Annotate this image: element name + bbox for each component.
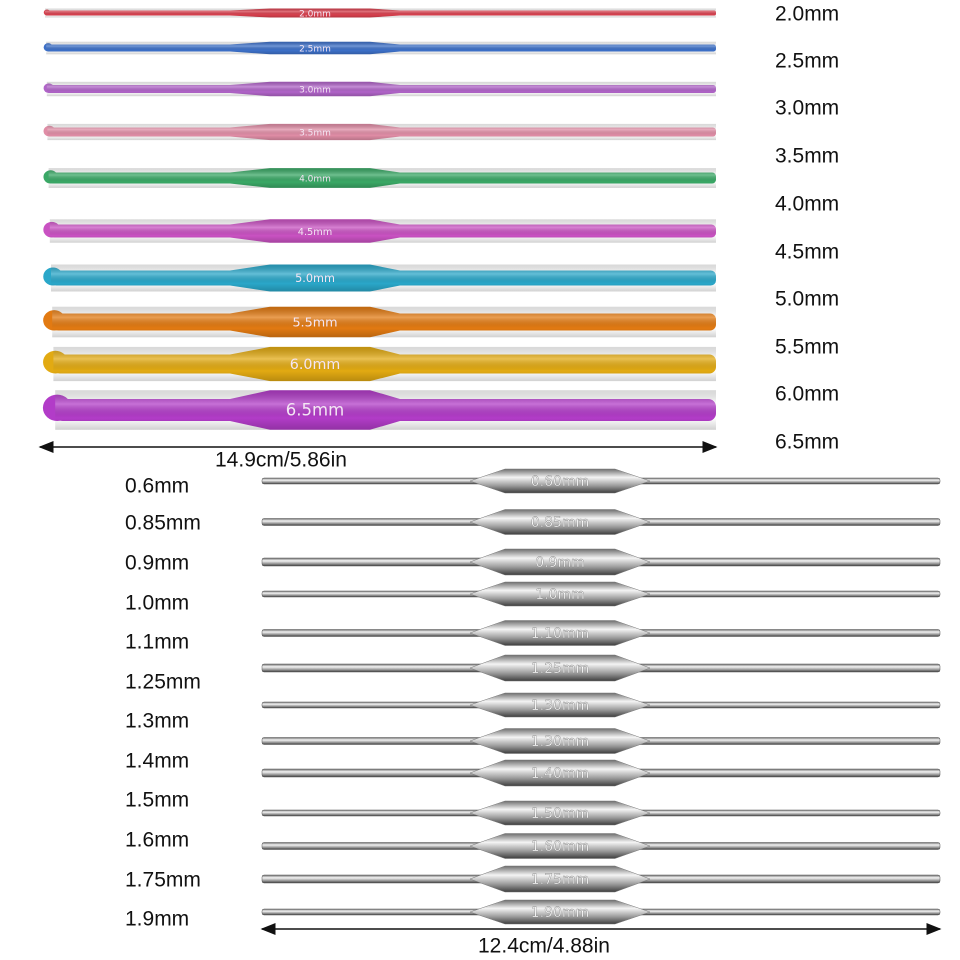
steel-hook: 0.60mm	[261, 468, 941, 494]
size-label: 5.5mm	[775, 336, 839, 359]
hook-shine	[52, 306, 716, 338]
steel-hook: 1.30mm	[261, 692, 941, 718]
aluminum-hook: 5.5mm	[43, 306, 716, 338]
hook-grip	[469, 468, 651, 494]
aluminum-hook: 6.5mm	[42, 390, 716, 430]
hook-shine	[55, 390, 716, 430]
hook-engraving: 1.90mm	[531, 905, 589, 921]
aluminum-hook: 3.0mm	[43, 81, 717, 97]
hook-grip	[469, 728, 651, 754]
hook-engraving: 1.30mm	[531, 734, 589, 750]
hook-engraving: 1.30mm	[531, 698, 589, 714]
hook-engraving: 1.60mm	[531, 839, 589, 855]
hook-engraving: 1.25mm	[531, 661, 589, 677]
hook-engraving: 1.10mm	[531, 626, 589, 642]
hook-engraving: 5.5mm	[292, 316, 337, 331]
hook-engraving: 0.85mm	[531, 515, 589, 531]
hook-engraving: 4.5mm	[298, 227, 333, 238]
hook-engraving: 0.60mm	[531, 474, 589, 490]
size-label: 1.75mm	[125, 869, 201, 892]
hook-grip	[469, 692, 651, 718]
hook-engraving: 1.40mm	[531, 766, 589, 782]
size-label: 1.0mm	[125, 592, 189, 615]
steel-hook: 1.30mm	[261, 728, 941, 754]
hook-grip	[469, 865, 651, 893]
hook-shine	[47, 123, 716, 141]
dimension-label: 12.4cm/4.88in	[478, 935, 610, 958]
steel-hook: 1.75mm	[261, 865, 941, 893]
hook-engraving: 6.0mm	[290, 357, 340, 373]
hook-shine	[49, 219, 717, 243]
hook-shine	[45, 8, 716, 18]
hook-grip	[469, 620, 651, 646]
hook-grip	[469, 548, 651, 576]
size-label: 1.4mm	[125, 750, 189, 773]
hook-engraving: 5.0mm	[295, 272, 335, 285]
size-label: 4.5mm	[775, 241, 839, 264]
hook-shine	[46, 81, 717, 97]
steel-hook: 1.40mm	[261, 759, 941, 787]
hook-engraving: 3.5mm	[299, 129, 331, 139]
steel-hook: 1.90mm	[261, 899, 941, 925]
hook-engraving: 0.9mm	[535, 555, 585, 571]
steel-hook: 1.0mm	[261, 581, 941, 607]
hook-engraving: 1.75mm	[531, 872, 589, 888]
size-label: 6.5mm	[775, 431, 839, 454]
aluminum-hook: 4.0mm	[43, 168, 717, 188]
size-label: 1.1mm	[125, 631, 189, 654]
size-label: 0.6mm	[125, 475, 189, 498]
size-label: 1.3mm	[125, 710, 189, 733]
aluminum-hook: 2.0mm	[43, 8, 716, 20]
hook-shine	[48, 168, 717, 188]
steel-hook: 0.9mm	[261, 548, 941, 576]
size-label: 1.9mm	[125, 908, 189, 931]
size-label: 0.9mm	[125, 552, 189, 575]
hook-grip	[469, 899, 651, 925]
size-label: 3.5mm	[775, 145, 839, 168]
size-label: 2.5mm	[775, 50, 839, 73]
hook-engraving: 1.0mm	[535, 587, 585, 603]
aluminum-hook: 2.5mm	[43, 41, 716, 55]
hook-shine	[53, 346, 716, 382]
steel-hook: 1.60mm	[261, 833, 941, 859]
steel-hook: 0.85mm	[261, 509, 941, 535]
size-label: 3.0mm	[775, 97, 839, 120]
steel-hook: 1.10mm	[261, 620, 941, 646]
size-label: 2.0mm	[775, 3, 839, 26]
hook-engraving: 3.0mm	[299, 86, 331, 96]
hook-engraving: 6.5mm	[286, 401, 344, 420]
size-label: 1.6mm	[125, 829, 189, 852]
hook-grip	[469, 654, 651, 682]
size-label: 1.5mm	[125, 789, 189, 812]
aluminum-hook: 3.5mm	[43, 123, 716, 141]
hook-engraving: 2.5mm	[299, 45, 331, 55]
size-label: 1.25mm	[125, 671, 201, 694]
hook-grip	[469, 833, 651, 859]
aluminum-hook: 6.0mm	[43, 346, 716, 382]
steel-hook: 1.25mm	[261, 654, 941, 682]
aluminum-hook: 5.0mm	[43, 264, 716, 292]
hook-engraving: 1.50mm	[531, 806, 589, 822]
size-label: 5.0mm	[775, 288, 839, 311]
hook-grip	[469, 759, 651, 787]
size-label: 0.85mm	[125, 512, 201, 535]
dimension-label: 14.9cm/5.86in	[215, 449, 347, 472]
hook-grip	[469, 509, 651, 535]
hook-grip	[469, 800, 651, 826]
hook-engraving: 2.0mm	[299, 10, 331, 20]
steel-hook: 1.50mm	[261, 800, 941, 826]
size-label: 4.0mm	[775, 193, 839, 216]
aluminum-hook: 4.5mm	[43, 219, 717, 243]
hook-shine	[46, 41, 716, 55]
size-label: 6.0mm	[775, 383, 839, 406]
hook-engraving: 4.0mm	[299, 175, 331, 185]
hook-grip	[469, 581, 651, 607]
hook-shine	[51, 264, 716, 292]
